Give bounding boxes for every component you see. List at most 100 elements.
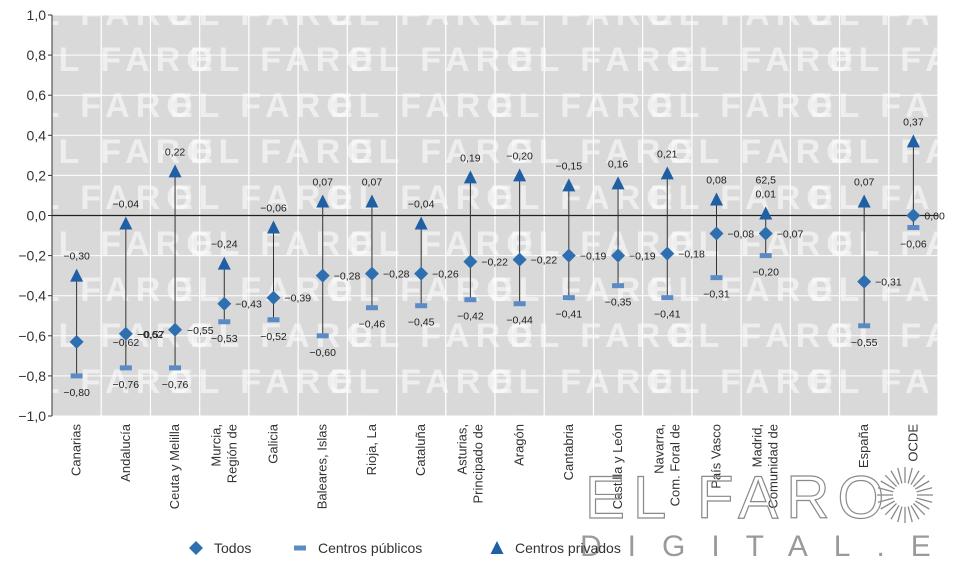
y-axis-ticks: 1,0 0,8 0,6 0,4 0,2 0,0 −0,2 −0,4 −0,6 −0,8 −1,0 [18,7,52,424]
watermark-text: EL FARO [170,363,359,401]
watermark-text: EL FARO [190,133,379,171]
public-marker [759,253,772,259]
todos-marker [660,246,675,261]
category-label: OCDE [905,424,920,462]
logo-sun-ray [877,497,894,503]
public-marker [316,333,329,339]
logo-sun-ray [884,503,897,516]
logo-sun-ray [910,470,920,485]
category-label-line: Navarra, [651,424,666,474]
public-marker [415,303,428,309]
category-label-line: Madrid, [750,424,765,467]
watermark-text: EL FARO [170,87,359,125]
private-marker [906,134,920,148]
legend: Todos Centros públicos Centros privados [189,540,621,556]
private-data-label: −0,30 [63,251,90,263]
y-tick-label: 0,8 [27,47,47,63]
category-label: Canarias [69,424,84,477]
category-label-line: Principado de [470,424,485,504]
private-data-label: −0,04 [113,199,140,211]
private-marker [759,206,773,220]
private-marker [267,220,280,234]
public-data-label: −0,55 [851,337,878,349]
todos-data-label: −0,22 [481,257,508,269]
category-label: Murcia, Región de [208,424,239,483]
watermark-text: EL FARO [190,409,379,447]
category-label: Madrid, Comunidad de [750,424,781,509]
logo-sun-ray [890,505,900,520]
watermark-text: EL FARO [490,455,679,493]
category-label-line: Murcia, [208,424,223,467]
watermark-text: EL FARO [30,41,219,79]
watermark-text: EL FARO [330,0,519,33]
todos-marker [414,266,429,281]
private-data-label: 0,21 [657,148,678,160]
category-label-line: País Vasco [709,424,724,489]
todos-data-label: −0,39 [285,293,312,305]
private-data-label: −0,20 [506,150,533,162]
todos-marker [364,266,379,281]
private-marker [463,170,477,184]
extra-data-label: −0,55 [187,325,214,337]
todos-data-label: 0,00 [924,211,945,223]
watermark-text: EL FARO [810,455,955,493]
watermark-text: EL FARO [810,0,955,33]
private-marker [414,216,428,230]
private-data-label: 0,07 [854,176,875,188]
logo-sun-ray [916,487,933,493]
watermark-text: EL FARO [350,133,539,171]
category-label-line: Cantabria [561,423,576,480]
watermark-text: EL FARO [510,409,699,447]
logo-sun-ray [890,470,900,485]
legend-item: Todos [189,540,251,556]
public-marker [710,275,723,281]
public-data-label: −0,41 [556,309,583,321]
todos-data-label: −0,31 [875,277,902,289]
watermark-text: EL FARO [810,271,955,309]
legend-diamond-icon [189,541,203,555]
watermark-text: EL FARO [510,501,699,539]
legend-item: Centros públicos [294,540,422,556]
logo-sun-ray [884,474,897,487]
watermark-text: EL FARO [330,179,519,217]
category-label-line: Asturias, [454,424,469,475]
category-label-line: España [856,423,871,468]
logo-sun-ray [907,506,913,523]
logo-sun-ray [913,503,926,516]
private-data-label: 0,07 [313,176,334,188]
legend-item: Centros privados [490,540,621,556]
watermark-text: EL FARO [810,363,955,401]
category-label-line: Com. Foral de [667,424,682,506]
series-markers [69,134,921,379]
public-data-label: −0,46 [359,319,386,331]
public-data-label: −0,53 [211,333,238,345]
watermark-text: EL FARO [190,225,379,263]
legend-dash-icon [294,545,306,551]
private-marker [513,168,527,182]
watermark-text: EL FARO [10,455,199,493]
todos-marker [709,226,724,241]
y-tick-label: −0,8 [18,368,46,384]
public-marker [612,283,625,289]
watermark-text: EL FARO [170,455,359,493]
private-marker [660,166,674,180]
logo-sun-ray [877,487,894,493]
y-tick-label: 0,4 [27,127,47,143]
watermark-text: EL FARO [330,87,519,125]
private-marker [611,176,625,190]
logo-sun-ray [913,474,926,487]
legend-label: Centros privados [515,540,621,556]
watermark-text: EL FARO [350,501,539,539]
category-label-line: Comunidad de [766,424,781,509]
watermark-text: EL FARO [830,41,955,79]
extra-data-label: 62,5 [756,174,777,186]
watermark-text: EL FARO [670,501,859,539]
category-label: Castilla y León [610,424,625,509]
private-marker [168,164,182,178]
y-tick-label: −0,6 [18,328,46,344]
private-data-label: −0,15 [556,160,583,172]
watermark-text: EL FARO [510,41,699,79]
public-data-label: −0,06 [900,239,927,251]
watermark-text: EL FARO [650,455,839,493]
